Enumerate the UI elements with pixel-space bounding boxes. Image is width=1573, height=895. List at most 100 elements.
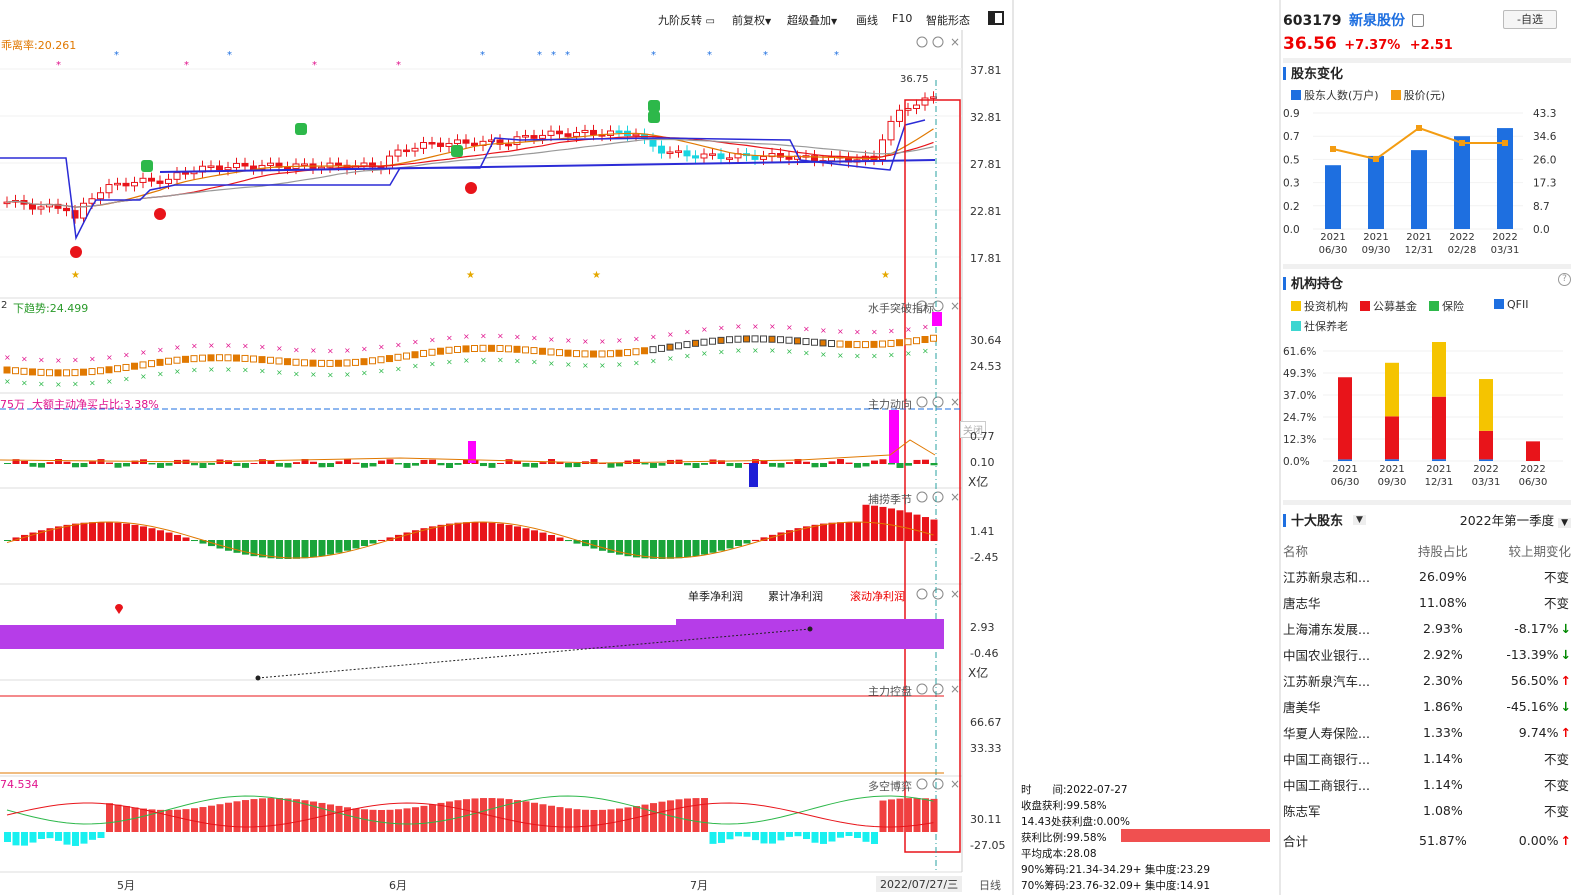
candle bbox=[488, 139, 495, 142]
x-mark: × bbox=[378, 343, 385, 352]
date-label: 12/31 bbox=[1405, 245, 1434, 256]
x-mark: × bbox=[259, 343, 266, 352]
sailor-bar bbox=[471, 345, 478, 353]
table-row[interactable]: 江苏新泉汽车... 2.30% 56.50% ↑ bbox=[1283, 667, 1571, 693]
table-row[interactable]: 中国工商银行... 1.14% 不变 bbox=[1283, 771, 1571, 797]
candle bbox=[683, 150, 691, 157]
season-bar bbox=[182, 537, 190, 541]
profit-tab-rolling[interactable]: 滚动净利润 bbox=[850, 590, 905, 603]
settings-icon bbox=[916, 36, 928, 48]
table-row[interactable]: 中国工商银行... 1.14% 不变 bbox=[1283, 745, 1571, 771]
toolbar-f10[interactable]: F10 bbox=[892, 12, 913, 25]
candle bbox=[658, 145, 665, 154]
season-bar bbox=[216, 540, 224, 549]
candle bbox=[216, 165, 223, 171]
x-mark: × bbox=[820, 350, 827, 359]
candle bbox=[284, 166, 291, 170]
sailor-bar bbox=[394, 353, 402, 361]
flow-bar bbox=[786, 462, 793, 464]
holder-name: 唐志华 bbox=[1283, 595, 1321, 611]
stock-name[interactable]: 新泉股份 bbox=[1348, 13, 1405, 29]
close-tooltip[interactable]: 关闭 bbox=[960, 421, 986, 438]
season-bar bbox=[46, 528, 54, 541]
profit-tab-cumulative[interactable]: 累计净利润 bbox=[768, 590, 823, 603]
toolbar-pattern[interactable]: 智能形态 bbox=[926, 14, 970, 27]
toolbar-label: 超级叠加 bbox=[787, 14, 831, 27]
flow-bar bbox=[199, 463, 207, 468]
long-short-name[interactable]: 多空博弈 bbox=[868, 780, 912, 793]
kline-chart[interactable]: × × × × × × × * * * * * * * * * * * * * * ★ ★ ★ ★ × × × × × × × × × × × × × × ×… bbox=[0, 0, 1015, 895]
axis-label: 37.81 bbox=[970, 64, 1002, 77]
axis-label: 0.0% bbox=[1283, 456, 1310, 468]
season-bar bbox=[862, 504, 870, 541]
table-row[interactable]: 唐志华 11.08% 不变 bbox=[1283, 589, 1571, 615]
toolbar-adjust[interactable]: 前复权▼ bbox=[732, 12, 771, 28]
lock-icon[interactable] bbox=[1412, 14, 1425, 27]
table-row[interactable]: 江苏新泉志和... 26.09% 不变 bbox=[1283, 563, 1571, 589]
bs-bar bbox=[726, 832, 734, 840]
season-bar bbox=[250, 540, 258, 557]
flow-bar bbox=[505, 459, 513, 464]
sailor-bar bbox=[403, 352, 410, 360]
caret-down-icon[interactable]: ▼ bbox=[1353, 514, 1366, 525]
season-bar bbox=[616, 540, 623, 555]
panel-toggle-icon[interactable] bbox=[988, 11, 1004, 25]
right-panel-divider bbox=[1279, 0, 1281, 895]
price-point bbox=[1459, 140, 1465, 146]
x-mark: × bbox=[191, 342, 198, 351]
flow-bar bbox=[344, 459, 351, 464]
flow-bar bbox=[701, 463, 708, 465]
sailor-indicator-name[interactable]: 水手突破指标 bbox=[868, 302, 934, 315]
axis-label: 30.11 bbox=[970, 813, 1002, 826]
change-value: 不变 bbox=[1543, 595, 1569, 611]
institution-bar bbox=[1432, 342, 1446, 397]
institution-bar bbox=[1479, 379, 1493, 431]
main-flow-name[interactable]: 主力动向 bbox=[868, 398, 912, 411]
help-icon[interactable]: ? bbox=[1558, 273, 1571, 286]
season-bar bbox=[828, 522, 836, 541]
axis-label: 17.3 bbox=[1533, 178, 1556, 190]
table-row[interactable]: 中国农业银行... 2.92% -13.39% ↓ bbox=[1283, 641, 1571, 667]
toolbar-draw[interactable]: 画线 bbox=[856, 14, 878, 27]
date-label: 2021 bbox=[1320, 232, 1345, 243]
sailor-bar bbox=[156, 358, 164, 366]
legend-text: 股东人数(万户) bbox=[1304, 89, 1379, 102]
table-row[interactable]: 唐美华 1.86% -45.16% ↓ bbox=[1283, 693, 1571, 719]
table-row[interactable]: 陈志军 1.08% 不变 bbox=[1283, 797, 1571, 823]
candle bbox=[394, 149, 402, 157]
axis-label: 0.2 bbox=[1283, 201, 1300, 213]
x-mark: × bbox=[293, 369, 300, 378]
b-signal-icon bbox=[70, 246, 82, 258]
sailor-bar bbox=[105, 366, 113, 374]
institution-legend: 投资机构 公募基金 保险 QFII 社保养老 bbox=[1291, 298, 1551, 334]
legend-item: 投资机构 bbox=[1291, 298, 1348, 314]
pct-change: +7.37% bbox=[1344, 38, 1401, 53]
table-row[interactable]: 上海浦东发展... 2.93% -8.17% ↓ bbox=[1283, 615, 1571, 641]
sailor-bar bbox=[445, 346, 453, 354]
bs-bar bbox=[650, 803, 657, 832]
flow-bar bbox=[905, 463, 912, 466]
toolbar-jiujie[interactable]: 九阶反转 ▭ bbox=[658, 12, 715, 28]
fishing-season-name[interactable]: 捕捞季节 bbox=[868, 493, 912, 506]
sailor-bar bbox=[97, 367, 104, 375]
sailor-bar bbox=[80, 368, 87, 376]
period-label[interactable]: 日线 bbox=[979, 879, 1001, 892]
season-bar bbox=[29, 532, 37, 541]
main-control-name[interactable]: 主力控盘 bbox=[868, 685, 912, 698]
fav-button[interactable]: -自选 bbox=[1503, 10, 1557, 29]
divider bbox=[1283, 500, 1571, 505]
flow-bar bbox=[429, 459, 436, 464]
table-row[interactable]: 华夏人寿保险... 1.33% 9.74% ↑ bbox=[1283, 719, 1571, 745]
table-total-row[interactable]: 合计 51.87% 0.00% ↑ bbox=[1283, 823, 1571, 857]
season-bar bbox=[624, 540, 632, 557]
change-value: 不变 bbox=[1543, 569, 1569, 585]
period-select[interactable]: 2022年第一季度 ▼ bbox=[1460, 510, 1571, 529]
bs-bar bbox=[769, 832, 776, 844]
star-signal-icon: * bbox=[114, 50, 119, 61]
profit-tab-quarter[interactable]: 单季净利润 bbox=[688, 590, 743, 603]
candle bbox=[63, 207, 70, 212]
institution-bar bbox=[1385, 362, 1399, 417]
candle bbox=[607, 130, 614, 136]
flow-bar bbox=[12, 459, 20, 464]
toolbar-overlay[interactable]: 超级叠加▼ bbox=[787, 12, 837, 28]
